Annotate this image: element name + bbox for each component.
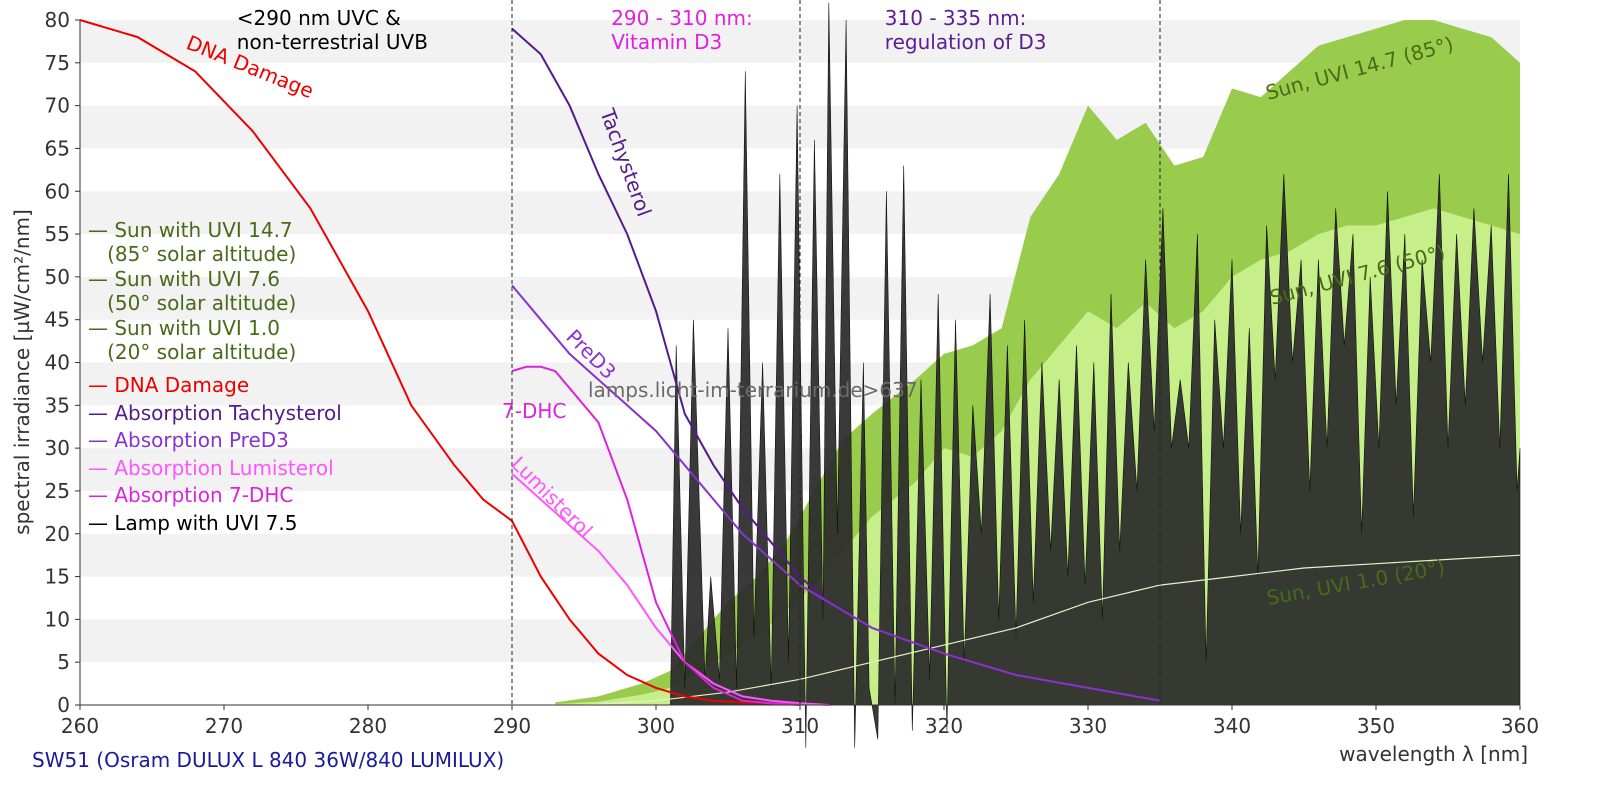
y-tick-label: 50 <box>45 265 70 289</box>
y-tick-label: 80 <box>45 8 70 32</box>
legend-item: — Absorption PreD3 <box>88 428 289 452</box>
chart-title: SW51 (Osram DULUX L 840 36W/840 LUMILUX) <box>32 748 505 772</box>
y-tick-label: 70 <box>45 94 70 118</box>
x-tick-label: 270 <box>205 714 243 738</box>
area-lamp-with-uvi-7-5 <box>670 2 1521 748</box>
y-tick-label: 60 <box>45 179 70 203</box>
y-tick-label: 15 <box>45 565 70 589</box>
y-tick-label: 30 <box>45 436 70 460</box>
grid-band <box>80 20 1520 63</box>
x-tick-label: 290 <box>493 714 531 738</box>
region-divider-lines <box>511 0 1161 705</box>
axes: 0 5 10 15 20 25 30 35 40 45 50 55 60 65 70 75 80 260 270 28… <box>45 8 1540 738</box>
x-tick-label: 350 <box>1357 714 1395 738</box>
y-tick-label: 10 <box>45 607 70 631</box>
x-tick-label: 280 <box>349 714 387 738</box>
y-tick-label: 25 <box>45 479 70 503</box>
x-tick-label: 330 <box>1069 714 1107 738</box>
legend-item: — Absorption Tachysterol <box>88 401 342 425</box>
y-tick-label: 55 <box>45 222 70 246</box>
x-tick-label: 360 <box>1501 714 1539 738</box>
x-tick-label: 260 <box>61 714 99 738</box>
region-label: 290 - 310 nm: Vitamin D3 <box>611 6 753 54</box>
x-tick-label: 310 <box>781 714 819 738</box>
region-label: 310 - 335 nm: regulation of D3 <box>884 6 1047 54</box>
legend-item: — DNA Damage <box>88 373 250 397</box>
line-absorption-lumisterol <box>511 473 829 706</box>
legend-item: — Sun with UVI 7.6 (50° solar altitude) <box>88 267 297 315</box>
x-axis-label: wavelength λ [nm] <box>1339 742 1528 766</box>
y-tick-label: 35 <box>45 393 70 417</box>
x-tick-label: 340 <box>1213 714 1251 738</box>
line-absorption-pred3 <box>511 284 1161 702</box>
legend-item: — Sun with UVI 14.7 (85° solar altitude) <box>88 218 297 266</box>
y-tick-label: 5 <box>57 650 70 674</box>
x-tick-label: 320 <box>925 714 963 738</box>
y-axis-label: spectral irradiance [µW/cm²/nm] <box>10 209 34 535</box>
lamp-spectrum <box>670 2 1521 748</box>
y-tick-label: 40 <box>45 351 70 375</box>
y-tick-label: 0 <box>57 693 70 717</box>
line-dna-damage <box>79 19 801 706</box>
region-label: <290 nm UVC & non-terrestrial UVB <box>236 6 428 54</box>
line-absorption-7-dhc <box>511 365 801 706</box>
legend-item: — Lamp with UVI 7.5 <box>88 511 298 535</box>
line-series <box>79 19 1521 706</box>
y-tick-label: 65 <box>45 136 70 160</box>
line-sun-with-uvi-1-0 <box>583 554 1521 706</box>
legend-item: — Absorption Lumisterol <box>88 456 334 480</box>
y-tick-label: 75 <box>45 51 70 75</box>
y-tick-label: 45 <box>45 308 70 332</box>
legend-item: — Absorption 7-DHC <box>88 483 294 507</box>
series-label: 7-DHC <box>502 399 566 423</box>
legend-item: — Sun with UVI 1.0 (20° solar altitude) <box>88 316 297 364</box>
watermark: lamps.licht-im-terrarium.de>637 <box>588 378 918 402</box>
x-tick-label: 300 <box>637 714 675 738</box>
y-tick-label: 20 <box>45 522 70 546</box>
